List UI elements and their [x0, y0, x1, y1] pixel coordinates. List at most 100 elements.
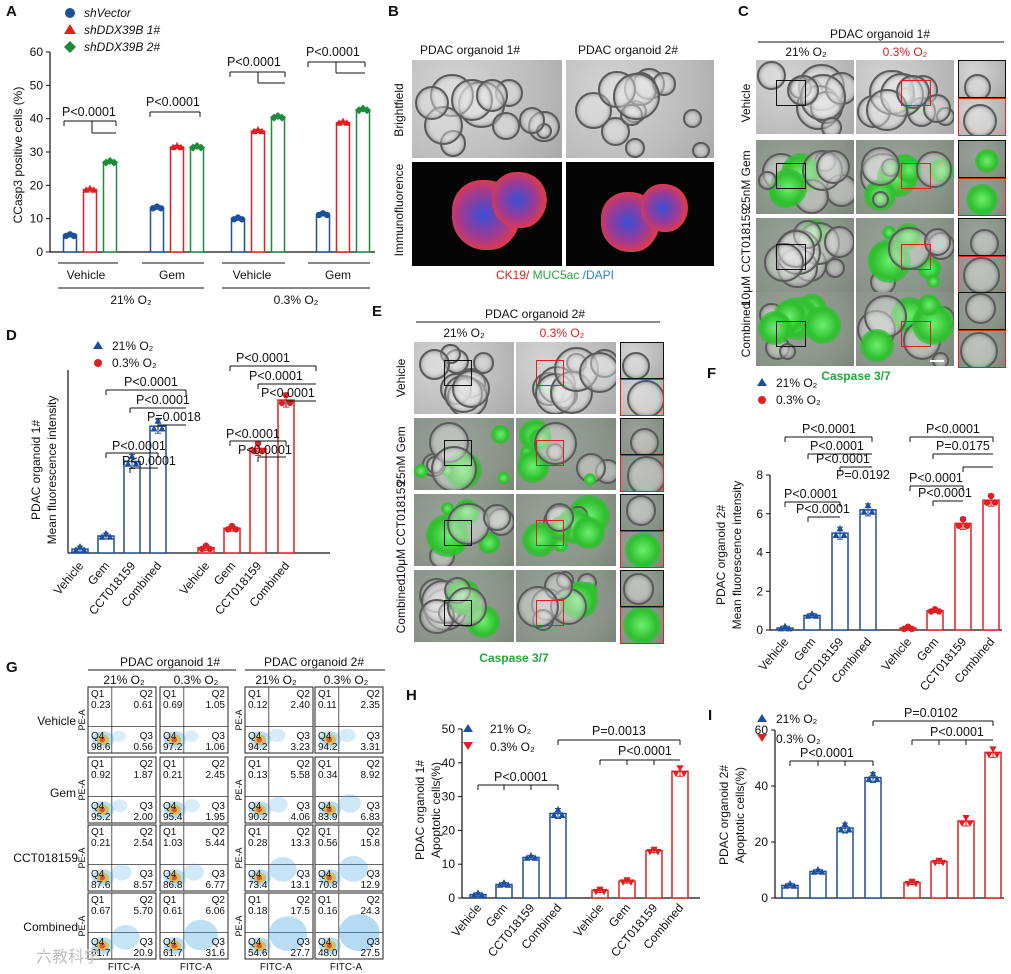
- data-point: [86, 184, 94, 192]
- data-point: [106, 533, 114, 540]
- panel-f-ylabel1: PDAC organoid 2#: [714, 505, 728, 605]
- data-point: [865, 775, 873, 783]
- data-point: [676, 765, 684, 772]
- data-point: [840, 531, 848, 539]
- legend-marker-21: [463, 724, 473, 732]
- panel-h-pval: P<0.0001: [494, 770, 548, 784]
- quadrant-value: 1.03: [163, 838, 183, 849]
- data-point: [339, 117, 347, 125]
- panel-i-pval: P<0.0001: [800, 746, 854, 760]
- data-point: [985, 751, 993, 759]
- data-point: [154, 417, 162, 424]
- data-point: [845, 826, 853, 833]
- panel-c-image: [756, 292, 854, 366]
- panel-letter-e: E: [372, 303, 382, 320]
- quadrant-label: Q2: [367, 895, 381, 906]
- data-point: [808, 610, 816, 617]
- brightfield-image-1: [412, 60, 562, 158]
- panel-h-yticks: 0 10 20 30 40 50: [442, 722, 462, 905]
- organoid: [622, 573, 655, 605]
- panel-b-col2: PDAC organoid 2#: [578, 43, 678, 57]
- y-tick-label: 20: [30, 178, 44, 192]
- data-point: [841, 820, 849, 827]
- y-tick-label: 40: [442, 756, 456, 770]
- panel-c-o21: 21% O₂: [785, 45, 827, 59]
- panel-a-ylabel: CCasp3 positive cells (%): [11, 87, 25, 224]
- zoom-inset-21: [620, 342, 664, 379]
- bar-1-3: [671, 770, 689, 899]
- panel-d-sig-brackets: [105, 365, 317, 473]
- quadrant-value: 24.3: [361, 906, 381, 917]
- data-point: [504, 881, 512, 888]
- data-point: [939, 859, 947, 867]
- quadrant-label: Q3: [212, 937, 226, 948]
- quadrant-value: 0.56: [318, 838, 338, 849]
- bar-1-3: [984, 751, 1002, 899]
- data-point: [790, 882, 798, 889]
- panel-d-bars: [71, 391, 295, 554]
- panel-d-pval: P<0.0001: [236, 351, 290, 365]
- panel-e-image: [414, 342, 514, 414]
- data-point: [860, 508, 868, 515]
- quadrant-label: Q4: [163, 937, 177, 948]
- caspase-positive-cell: [491, 425, 511, 445]
- quadrant-label: Q4: [91, 731, 105, 742]
- data-point: [868, 508, 876, 515]
- quadrant-value: 5.70: [134, 906, 154, 917]
- legend-marker-03: [758, 396, 766, 404]
- quadrant-value: 98.6: [91, 742, 111, 753]
- panel-letter-h: H: [406, 687, 417, 704]
- panel-a-condition-03: 0.3% O₂: [274, 293, 319, 307]
- flow-plot: [159, 824, 229, 892]
- data-point: [931, 606, 939, 613]
- quadrant-label: Q4: [91, 801, 105, 812]
- data-point: [935, 857, 943, 865]
- panel-letter-d: D: [6, 327, 17, 344]
- panel-e-image: [414, 494, 514, 566]
- data-point: [250, 448, 258, 455]
- data-point: [782, 882, 790, 889]
- data-point: [274, 111, 282, 120]
- panel-letter-c: C: [738, 3, 749, 20]
- quadrant-value: 2.40: [291, 700, 311, 711]
- y-tick-label: 30: [30, 145, 44, 159]
- data-point: [786, 880, 794, 887]
- panel-h-chart: 21% O₂ 0.3% O₂ PDAC organoid 1# Apoptoti…: [413, 722, 700, 960]
- panel-f-ylabel2: Mean fluorescence intensity: [730, 481, 744, 630]
- organoid: [872, 190, 889, 208]
- data-point: [837, 826, 845, 833]
- bar-1-2: [957, 820, 975, 899]
- axis-label-pe: PE-A: [234, 709, 244, 730]
- quadrant-label: Q1: [163, 689, 177, 700]
- data-point: [550, 811, 558, 818]
- quadrant-label: Q3: [297, 731, 311, 742]
- panel-g-o21: 21% O₂: [255, 673, 297, 687]
- data-point: [173, 141, 181, 149]
- data-point: [343, 119, 351, 126]
- quadrant-value: 95.2: [91, 812, 111, 823]
- quadrant-label: Q3: [212, 801, 226, 812]
- data-point: [193, 141, 201, 150]
- quadrant-label: Q3: [297, 869, 311, 880]
- data-point: [983, 499, 991, 506]
- event-cloud: [249, 796, 288, 819]
- organoid: [965, 293, 996, 324]
- organoid: [624, 138, 645, 158]
- panel-g-row-cct: CCT018159: [13, 851, 78, 865]
- quadrant-value: 0.18: [248, 906, 268, 917]
- organoid: [861, 146, 901, 186]
- panel-i-legend-21: 21% O₂: [776, 712, 818, 726]
- y-tick-label: 10: [442, 857, 456, 871]
- quadrant-label: Q2: [212, 827, 226, 838]
- data-point: [959, 516, 967, 523]
- panel-f-pval: P=0.0192: [836, 468, 890, 482]
- panel-h-pval: P<0.0001: [618, 744, 672, 758]
- bar-0-3: [315, 213, 331, 253]
- panel-a-group-gem-03: Gem: [325, 268, 351, 282]
- quadrant-value: 73.4: [248, 880, 268, 891]
- legend-label-sh2: shDDX39B 2#: [84, 40, 160, 54]
- quadrant-label: Q1: [318, 759, 332, 770]
- bar-0-3: [549, 812, 567, 899]
- bar-0-2: [230, 217, 246, 253]
- axis-label-pe: PE-A: [234, 779, 244, 800]
